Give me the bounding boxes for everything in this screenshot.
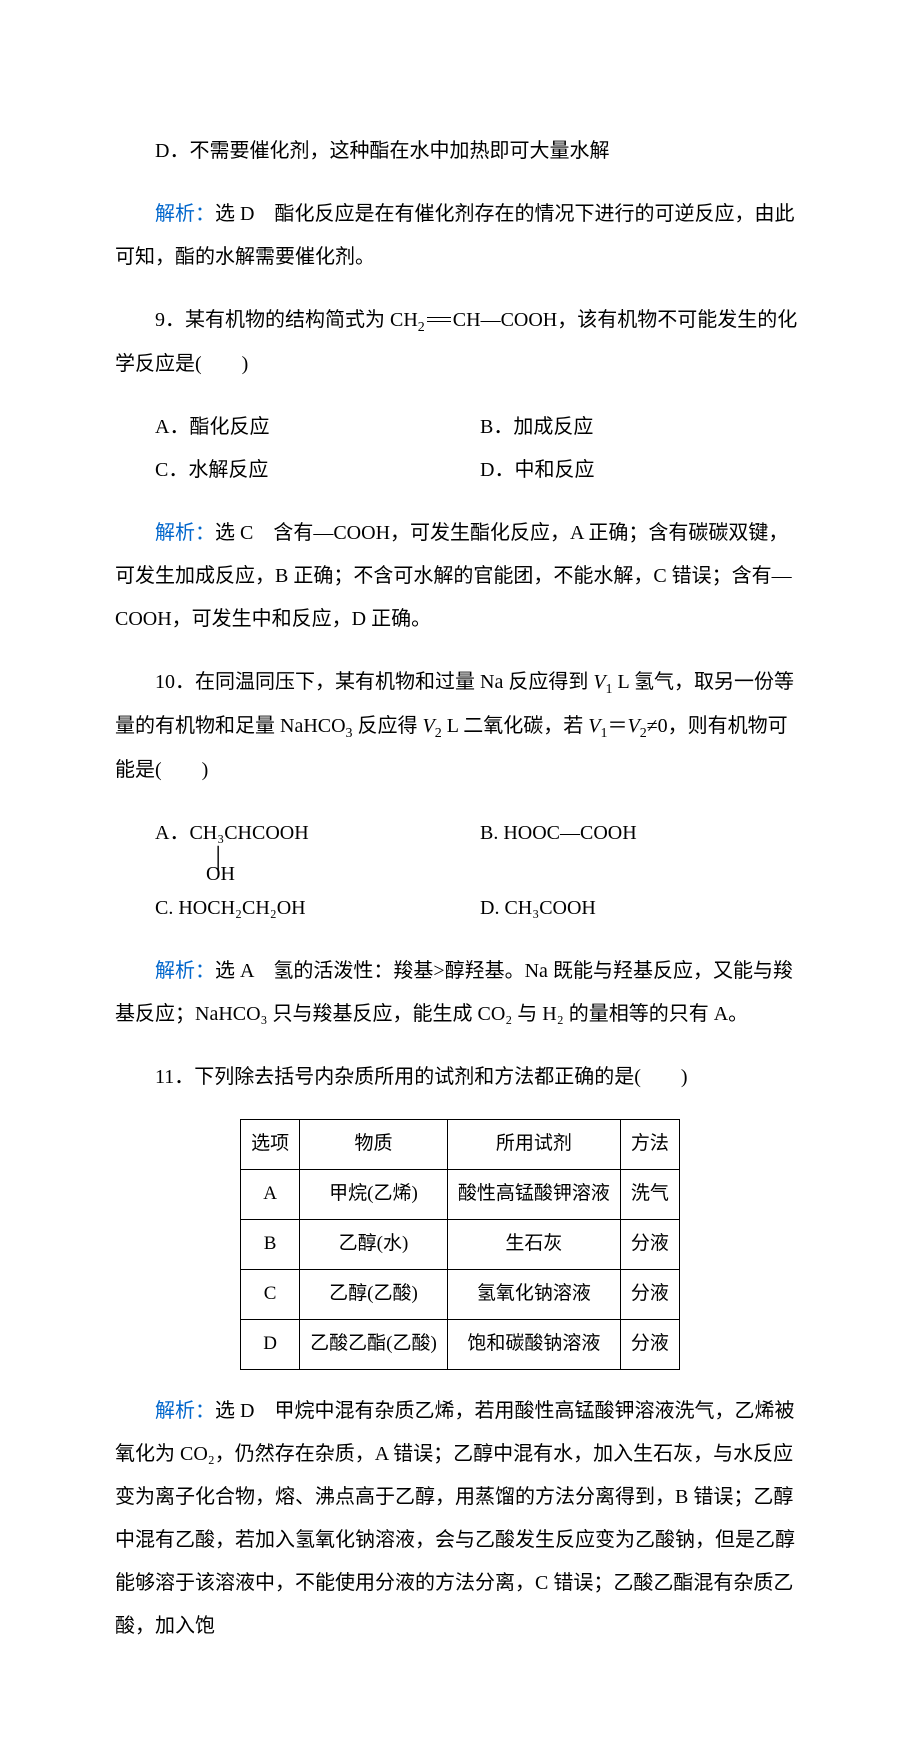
table-header-row: 选项 物质 所用试剂 方法 — [241, 1120, 680, 1170]
q10-part4: L 二氧化碳，若 — [442, 715, 588, 737]
q10-stem: 10．在同温同压下，某有机物和过量 Na 反应得到 V1 L 氢气，取另一份等量… — [115, 661, 805, 792]
col-option: 选项 — [241, 1120, 300, 1170]
q9-option-b: B．加成反应 — [480, 406, 805, 449]
q9-option-c: C．水解反应 — [155, 449, 480, 492]
sub-3: 3 — [346, 726, 353, 741]
q10-option-b: B. HOOC—COOH — [480, 812, 805, 855]
cell: 生石灰 — [447, 1219, 620, 1269]
cell: 分液 — [620, 1269, 679, 1319]
q10-v1: V — [593, 671, 605, 693]
page: D．不需要催化剂，这种酯在水中加热即可大量水解 解析：选 D 酯化反应是在有催化… — [0, 0, 920, 1748]
cell: 乙酸乙酯(乙酸) — [300, 1319, 448, 1369]
q10-part1: 10．在同温同压下，某有机物和过量 Na 反应得到 — [155, 671, 593, 693]
col-reagent: 所用试剂 — [447, 1120, 620, 1170]
explain-body: 选 D 酯化反应是在有催化剂存在的情况下进行的可逆反应，由此可知，酯的水解需要催… — [115, 203, 794, 268]
sub-2: 2 — [418, 320, 425, 335]
cell: 分液 — [620, 1219, 679, 1269]
q10-options: A．CH₃CHCOOH B. HOOC—COOH │ OH C. HOCH₂CH… — [115, 812, 805, 930]
table-row: C 乙醇(乙酸) 氢氧化钠溶液 分液 — [241, 1269, 680, 1319]
table-row: B 乙醇(水) 生石灰 分液 — [241, 1219, 680, 1269]
table-row: D 乙酸乙酯(乙酸) 饱和碳酸钠溶液 分液 — [241, 1319, 680, 1369]
q9-option-d: D．中和反应 — [480, 449, 805, 492]
cell: 氢氧化钠溶液 — [447, 1269, 620, 1319]
q10-option-a-line1: A．CH₃CHCOOH — [155, 812, 480, 855]
cell: D — [241, 1319, 300, 1369]
q10-explanation: 解析：选 A 氢的活泼性：羧基>醇羟基。Na 既能与羟基反应，又能与羧基反应；N… — [115, 950, 805, 1036]
explain-body: 选 A 氢的活泼性：羧基>醇羟基。Na 既能与羟基反应，又能与羧基反应；NaHC… — [115, 960, 793, 1025]
cell: 酸性高锰酸钾溶液 — [447, 1170, 620, 1220]
q9-explanation: 解析：选 C 含有—COOH，可发生酯化反应，A 正确；含有碳碳双键，可发生加成… — [115, 512, 805, 641]
explain-prefix: 解析： — [155, 203, 215, 225]
q9-stem-a: 9．某有机物的结构简式为 CH — [155, 309, 418, 331]
cell: 洗气 — [620, 1170, 679, 1220]
q10-option-a-line2: OH — [155, 863, 805, 885]
table-row: A 甲烷(乙烯) 酸性高锰酸钾溶液 洗气 — [241, 1170, 680, 1220]
explain-prefix: 解析： — [155, 960, 215, 982]
sub-2b: 2 — [435, 726, 442, 741]
cell: A — [241, 1170, 300, 1220]
q11-stem: 11．下列除去括号内杂质所用的试剂和方法都正确的是( ) — [115, 1056, 805, 1099]
double-bond-icon — [427, 317, 451, 322]
explain-body: 选 C 含有—COOH，可发生酯化反应，A 正确；含有碳碳双键，可发生加成反应，… — [115, 522, 792, 630]
sub-1: 1 — [606, 682, 613, 697]
q10-eqmid: ＝ — [607, 715, 627, 737]
q10-option-c: C. HOCH₂CH₂OH — [155, 887, 480, 930]
q10-eqa: V — [588, 715, 600, 737]
q9-option-a: A．酯化反应 — [155, 406, 480, 449]
cell: 分液 — [620, 1319, 679, 1369]
q10-part3: 反应得 — [353, 715, 423, 737]
cell: 甲烷(乙烯) — [300, 1170, 448, 1220]
col-substance: 物质 — [300, 1120, 448, 1170]
cell: B — [241, 1219, 300, 1269]
cell: C — [241, 1269, 300, 1319]
explain-body: 选 D 甲烷中混有杂质乙烯，若用酸性高锰酸钾溶液洗气，乙烯被氧化为 CO₂，仍然… — [115, 1400, 795, 1637]
explain-prefix: 解析： — [155, 522, 215, 544]
q11-table: 选项 物质 所用试剂 方法 A 甲烷(乙烯) 酸性高锰酸钾溶液 洗气 B 乙醇(… — [240, 1119, 680, 1369]
col-method: 方法 — [620, 1120, 679, 1170]
prev-option-d: D．不需要催化剂，这种酯在水中加热即可大量水解 — [115, 130, 805, 173]
q10-eqb: V — [627, 715, 639, 737]
q9-stem: 9．某有机物的结构简式为 CH2CH—COOH，该有机物不可能发生的化学反应是(… — [115, 299, 805, 386]
q11-explanation: 解析：选 D 甲烷中混有杂质乙烯，若用酸性高锰酸钾溶液洗气，乙烯被氧化为 CO₂… — [115, 1390, 805, 1648]
q10-v2: V — [423, 715, 435, 737]
sub-2c: 2 — [640, 726, 647, 741]
explain-prefix: 解析： — [155, 1400, 215, 1422]
q10-option-d: D. CH₃COOH — [480, 887, 805, 930]
cell: 乙醇(乙酸) — [300, 1269, 448, 1319]
q9-options: A．酯化反应 B．加成反应 C．水解反应 D．中和反应 — [115, 406, 805, 492]
cell: 乙醇(水) — [300, 1219, 448, 1269]
cell: 饱和碳酸钠溶液 — [447, 1319, 620, 1369]
prev-explanation: 解析：选 D 酯化反应是在有催化剂存在的情况下进行的可逆反应，由此可知，酯的水解… — [115, 193, 805, 279]
